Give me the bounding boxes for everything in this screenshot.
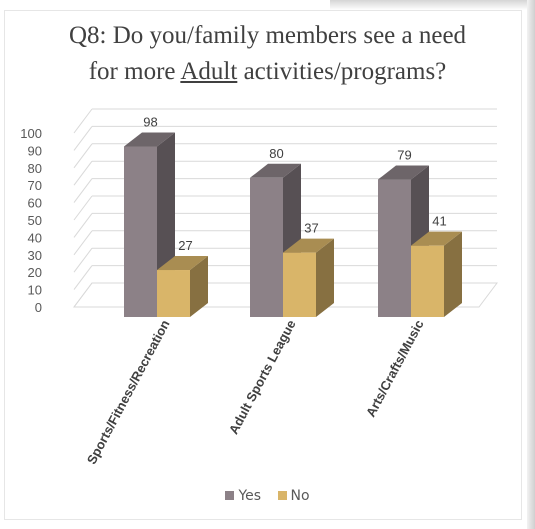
- window-shadow-top: [330, 0, 535, 10]
- gridline-side-50: [73, 195, 93, 221]
- chart-title-underlined-word: Adult: [180, 58, 238, 85]
- bar-yes-arts-crafts-music: [378, 179, 411, 317]
- y-tick-label-90: 90: [28, 143, 42, 158]
- gridline-side-10: [73, 265, 93, 290]
- bar-no-arts-crafts-music-top: [411, 231, 462, 246]
- y-tick-label-0: 0: [35, 300, 42, 315]
- data-label-no-adult-sports-league: 37: [304, 221, 318, 236]
- bar-no-arts-crafts-music-side: [444, 231, 462, 317]
- chart-legend: Yes No: [0, 488, 535, 504]
- window-shadow-right: [527, 0, 535, 529]
- legend-item-yes: Yes: [225, 488, 261, 504]
- y-tick-label-30: 30: [28, 248, 42, 263]
- bar-yes-adult-sports-league: [250, 177, 283, 317]
- bar-no-adult-sports-league-side: [316, 238, 334, 317]
- bar-no-adult-sports-league: [283, 252, 316, 317]
- y-tick-label-50: 50: [28, 213, 42, 228]
- legend-item-no: No: [277, 488, 310, 504]
- y-tick-label-70: 70: [28, 178, 42, 193]
- chart-title-line-2-pre: for more: [88, 58, 181, 85]
- chart-floor: [73, 282, 498, 308]
- legend-label-no: No: [290, 488, 310, 504]
- bar-no-adult-sports-league-top: [283, 238, 334, 253]
- bar-no-sports-fitness-recreation: [157, 270, 190, 317]
- data-label-yes-adult-sports-league: 80: [269, 146, 283, 161]
- bar-yes-sports-fitness-recreation: [124, 146, 157, 317]
- bar-no-sports-fitness-recreation-top: [157, 256, 208, 271]
- legend-swatch-yes: [225, 491, 235, 500]
- gridline-side-40: [73, 213, 93, 238]
- bar-yes-arts-crafts-music-top: [378, 165, 429, 180]
- legend-label-yes: Yes: [238, 488, 262, 504]
- y-tick-label-20: 20: [28, 265, 42, 280]
- legend-swatch-no: [277, 491, 287, 500]
- y-tick-label-80: 80: [28, 161, 42, 176]
- data-label-no-sports-fitness-recreation: 27: [178, 238, 192, 253]
- gridline-side-20: [73, 247, 93, 273]
- category-label-adult-sports-league: Adult Sports League: [226, 317, 299, 436]
- data-label-yes-sports-fitness-recreation: 98: [143, 114, 157, 129]
- y-tick-label-10: 10: [28, 283, 42, 298]
- y-tick-label-100: 100: [20, 126, 42, 141]
- chart-title: Q8: Do you/family members see a need for…: [0, 18, 535, 90]
- gridline-side-30: [73, 230, 93, 256]
- bar-yes-sports-fitness-recreation-top: [124, 132, 175, 147]
- gridline-side-90: [73, 126, 93, 151]
- chart-title-line-2-post: activities/programs?: [237, 58, 447, 85]
- bar-no-arts-crafts-music: [411, 245, 444, 317]
- gridline-side-70: [73, 160, 93, 186]
- category-label-sports-fitness-recreation: Sports/Fitness/Recreation: [84, 317, 173, 466]
- gridline-side-100: [73, 108, 93, 134]
- gridline-side-60: [73, 178, 93, 203]
- bar-no-sports-fitness-recreation-side: [190, 256, 208, 317]
- gridline-side-80: [73, 143, 93, 169]
- chart-title-line-2: for more Adult activities/programs?: [0, 54, 535, 90]
- data-label-yes-arts-crafts-music: 79: [397, 148, 411, 163]
- category-label-arts-crafts-music: Arts/Crafts/Music: [363, 317, 427, 419]
- y-tick-label-60: 60: [28, 196, 42, 211]
- data-label-no-arts-crafts-music: 41: [432, 214, 446, 229]
- y-tick-label-40: 40: [28, 230, 42, 245]
- bar-yes-adult-sports-league-top: [250, 163, 301, 178]
- chart-title-line-1: Q8: Do you/family members see a need: [68, 22, 467, 49]
